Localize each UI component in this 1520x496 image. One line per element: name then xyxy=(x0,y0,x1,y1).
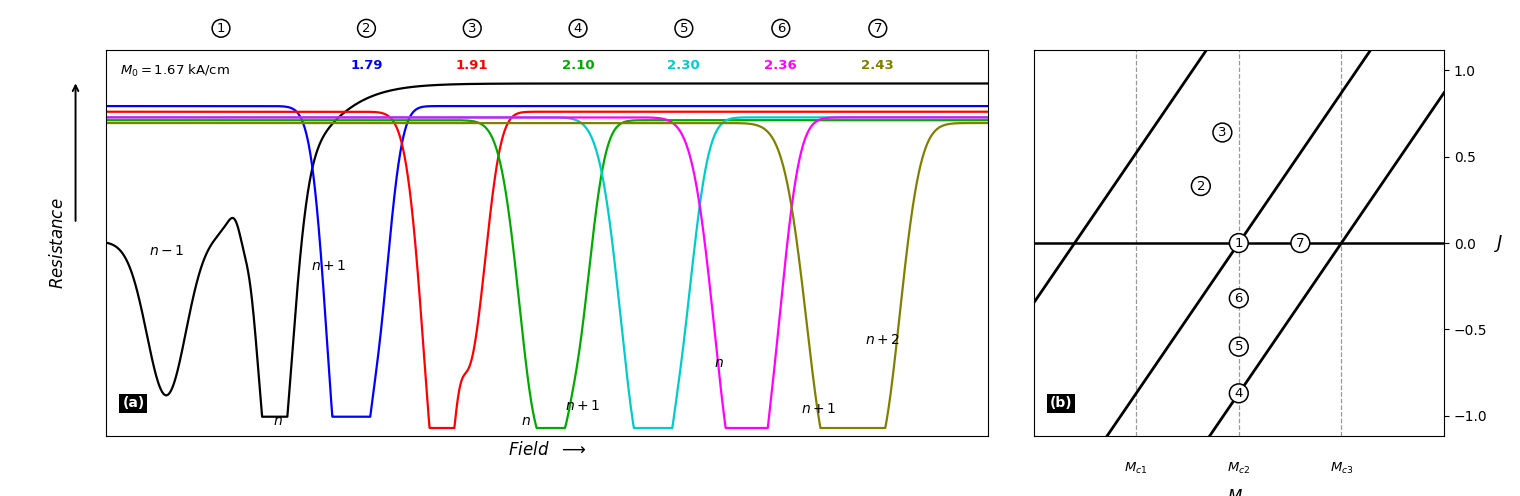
Text: $M_{c1}$: $M_{c1}$ xyxy=(1125,461,1148,476)
Text: $n$: $n$ xyxy=(274,414,283,428)
Text: 5: 5 xyxy=(679,22,689,35)
Text: 3: 3 xyxy=(468,22,476,35)
Text: 2.30: 2.30 xyxy=(667,60,701,72)
Text: $M_0$: $M_0$ xyxy=(1227,487,1251,496)
Text: 2.36: 2.36 xyxy=(765,60,796,72)
Text: $n+1$: $n+1$ xyxy=(565,398,600,413)
Text: (b): (b) xyxy=(1050,396,1073,411)
Text: 1: 1 xyxy=(217,22,225,35)
Text: $n-1$: $n-1$ xyxy=(149,244,184,258)
Text: 3: 3 xyxy=(1218,126,1227,139)
Text: 4: 4 xyxy=(575,22,582,35)
Text: 1.91: 1.91 xyxy=(456,60,488,72)
Text: 4: 4 xyxy=(1234,387,1243,400)
Text: 1: 1 xyxy=(1234,237,1243,249)
Text: $n+1$: $n+1$ xyxy=(310,259,347,273)
Text: 2: 2 xyxy=(362,22,371,35)
Text: 7: 7 xyxy=(1297,237,1304,249)
Text: $n+1$: $n+1$ xyxy=(801,402,836,417)
Text: $\it{Resistance}$: $\it{Resistance}$ xyxy=(49,197,67,289)
Text: $n+2$: $n+2$ xyxy=(865,333,900,347)
Text: $M_0 = 1.67\ \mathrm{kA/cm}$: $M_0 = 1.67\ \mathrm{kA/cm}$ xyxy=(120,63,230,79)
Text: $M_{c2}$: $M_{c2}$ xyxy=(1227,461,1251,476)
Y-axis label: $J$: $J$ xyxy=(1494,233,1503,253)
Text: 5: 5 xyxy=(1234,340,1243,353)
Text: (a): (a) xyxy=(122,396,144,411)
Text: 1.79: 1.79 xyxy=(350,60,383,72)
Text: 2: 2 xyxy=(1196,180,1205,192)
Text: 7: 7 xyxy=(874,22,882,35)
Text: $M_{c3}$: $M_{c3}$ xyxy=(1330,461,1353,476)
Text: 2.10: 2.10 xyxy=(562,60,594,72)
Text: 2.43: 2.43 xyxy=(862,60,894,72)
X-axis label: $\it{Field}\ \ \longrightarrow$: $\it{Field}\ \ \longrightarrow$ xyxy=(508,440,587,459)
Text: $n$: $n$ xyxy=(714,356,724,370)
Text: 6: 6 xyxy=(1234,292,1243,305)
Text: $n$: $n$ xyxy=(521,414,530,428)
Text: 6: 6 xyxy=(777,22,784,35)
